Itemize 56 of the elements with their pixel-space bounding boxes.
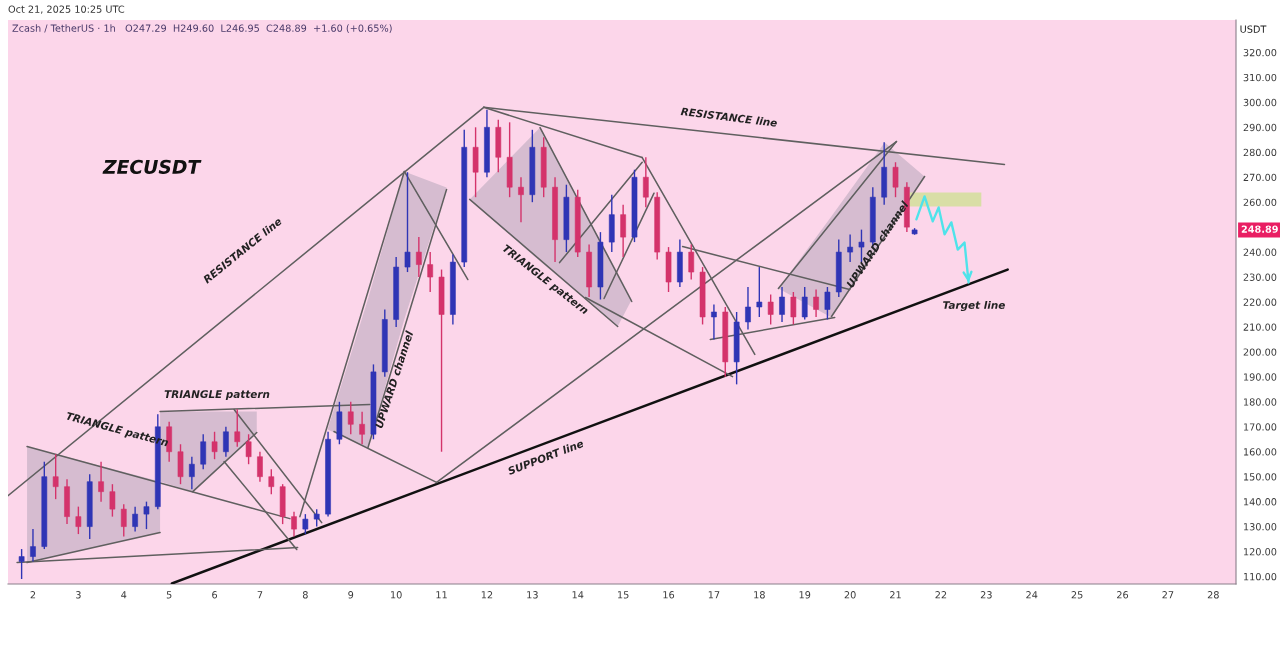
y-tick-label: 290.00 xyxy=(1243,123,1277,132)
y-tick-label: 320.00 xyxy=(1243,48,1277,57)
x-tick-label: 21 xyxy=(890,591,901,599)
annotation: Target line xyxy=(943,300,1005,312)
y-tick-label: 220.00 xyxy=(1243,298,1277,306)
y-tick-label: 280.00 xyxy=(1243,148,1277,157)
y-tick-label: 240.00 xyxy=(1243,248,1277,256)
x-tick-label: 17 xyxy=(708,591,720,599)
y-tick-label: 110.00 xyxy=(1244,572,1277,581)
y-tick-label: 230.00 xyxy=(1243,273,1277,281)
x-tick-label: 5 xyxy=(166,591,172,599)
x-tick-label: 11 xyxy=(436,591,447,599)
x-tick-label: 24 xyxy=(1026,591,1038,599)
x-tick-label: 4 xyxy=(121,591,127,599)
y-tick-label: 190.00 xyxy=(1244,373,1277,381)
y-tick-label: 270.00 xyxy=(1243,173,1277,182)
chart-subtitle: Zcash / TetherUS · 1h O247.29 H249.60 L246.95 C248.89 +1.60 (+0.65%) xyxy=(12,24,392,33)
x-tick-label: 14 xyxy=(572,591,584,599)
x-tick-label: 9 xyxy=(348,591,354,599)
y-tick-label: 120.00 xyxy=(1244,548,1277,556)
y-tick-label: 300.00 xyxy=(1243,98,1277,107)
y-tick-label: 310.00 xyxy=(1243,73,1277,82)
x-tick-label: 3 xyxy=(76,591,81,599)
y-tick-label: 170.00 xyxy=(1244,423,1277,431)
x-tick-label: 25 xyxy=(1071,591,1083,599)
x-tick-label: 23 xyxy=(980,591,992,599)
x-tick-label: 10 xyxy=(391,591,402,599)
x-tick-label: 2 xyxy=(30,591,36,599)
x-tick-label: 7 xyxy=(257,591,263,599)
x-tick-label: 19 xyxy=(799,591,811,599)
x-tick-label: 28 xyxy=(1207,591,1219,599)
y-tick-label: 140.00 xyxy=(1244,498,1277,506)
text: 248.89 xyxy=(1241,225,1278,233)
annotation: TRIANGLE pattern xyxy=(164,390,270,401)
x-tick-label: 18 xyxy=(754,591,765,599)
y-tick-label: 200.00 xyxy=(1243,348,1277,356)
x-tick-label: 12 xyxy=(481,591,493,599)
y-tick-label: 260.00 xyxy=(1243,198,1277,207)
y-axis-title: USDT xyxy=(1240,25,1267,33)
y-tick-label: 130.00 xyxy=(1244,523,1277,531)
y-tick-label: 150.00 xyxy=(1244,473,1277,481)
y-tick-label: 180.00 xyxy=(1244,398,1277,406)
x-tick-label: 6 xyxy=(212,591,218,599)
x-tick-label: 20 xyxy=(844,591,856,599)
x-tick-label: 8 xyxy=(302,591,308,599)
text: Oct 21, 2025 10:25 UTC xyxy=(8,5,125,14)
x-tick-label: 27 xyxy=(1162,591,1174,599)
x-tick-label: 13 xyxy=(527,591,538,599)
y-tick-label: 210.00 xyxy=(1243,323,1277,331)
x-tick-label: 22 xyxy=(935,591,947,599)
y-tick-label: 160.00 xyxy=(1244,448,1277,456)
annotation: RESISTANCE line xyxy=(680,107,778,127)
x-tick-label: 26 xyxy=(1117,591,1129,599)
x-tick-label: 16 xyxy=(663,591,675,599)
x-tick-label: 15 xyxy=(618,591,629,599)
text: ZECUSDT xyxy=(102,159,202,174)
